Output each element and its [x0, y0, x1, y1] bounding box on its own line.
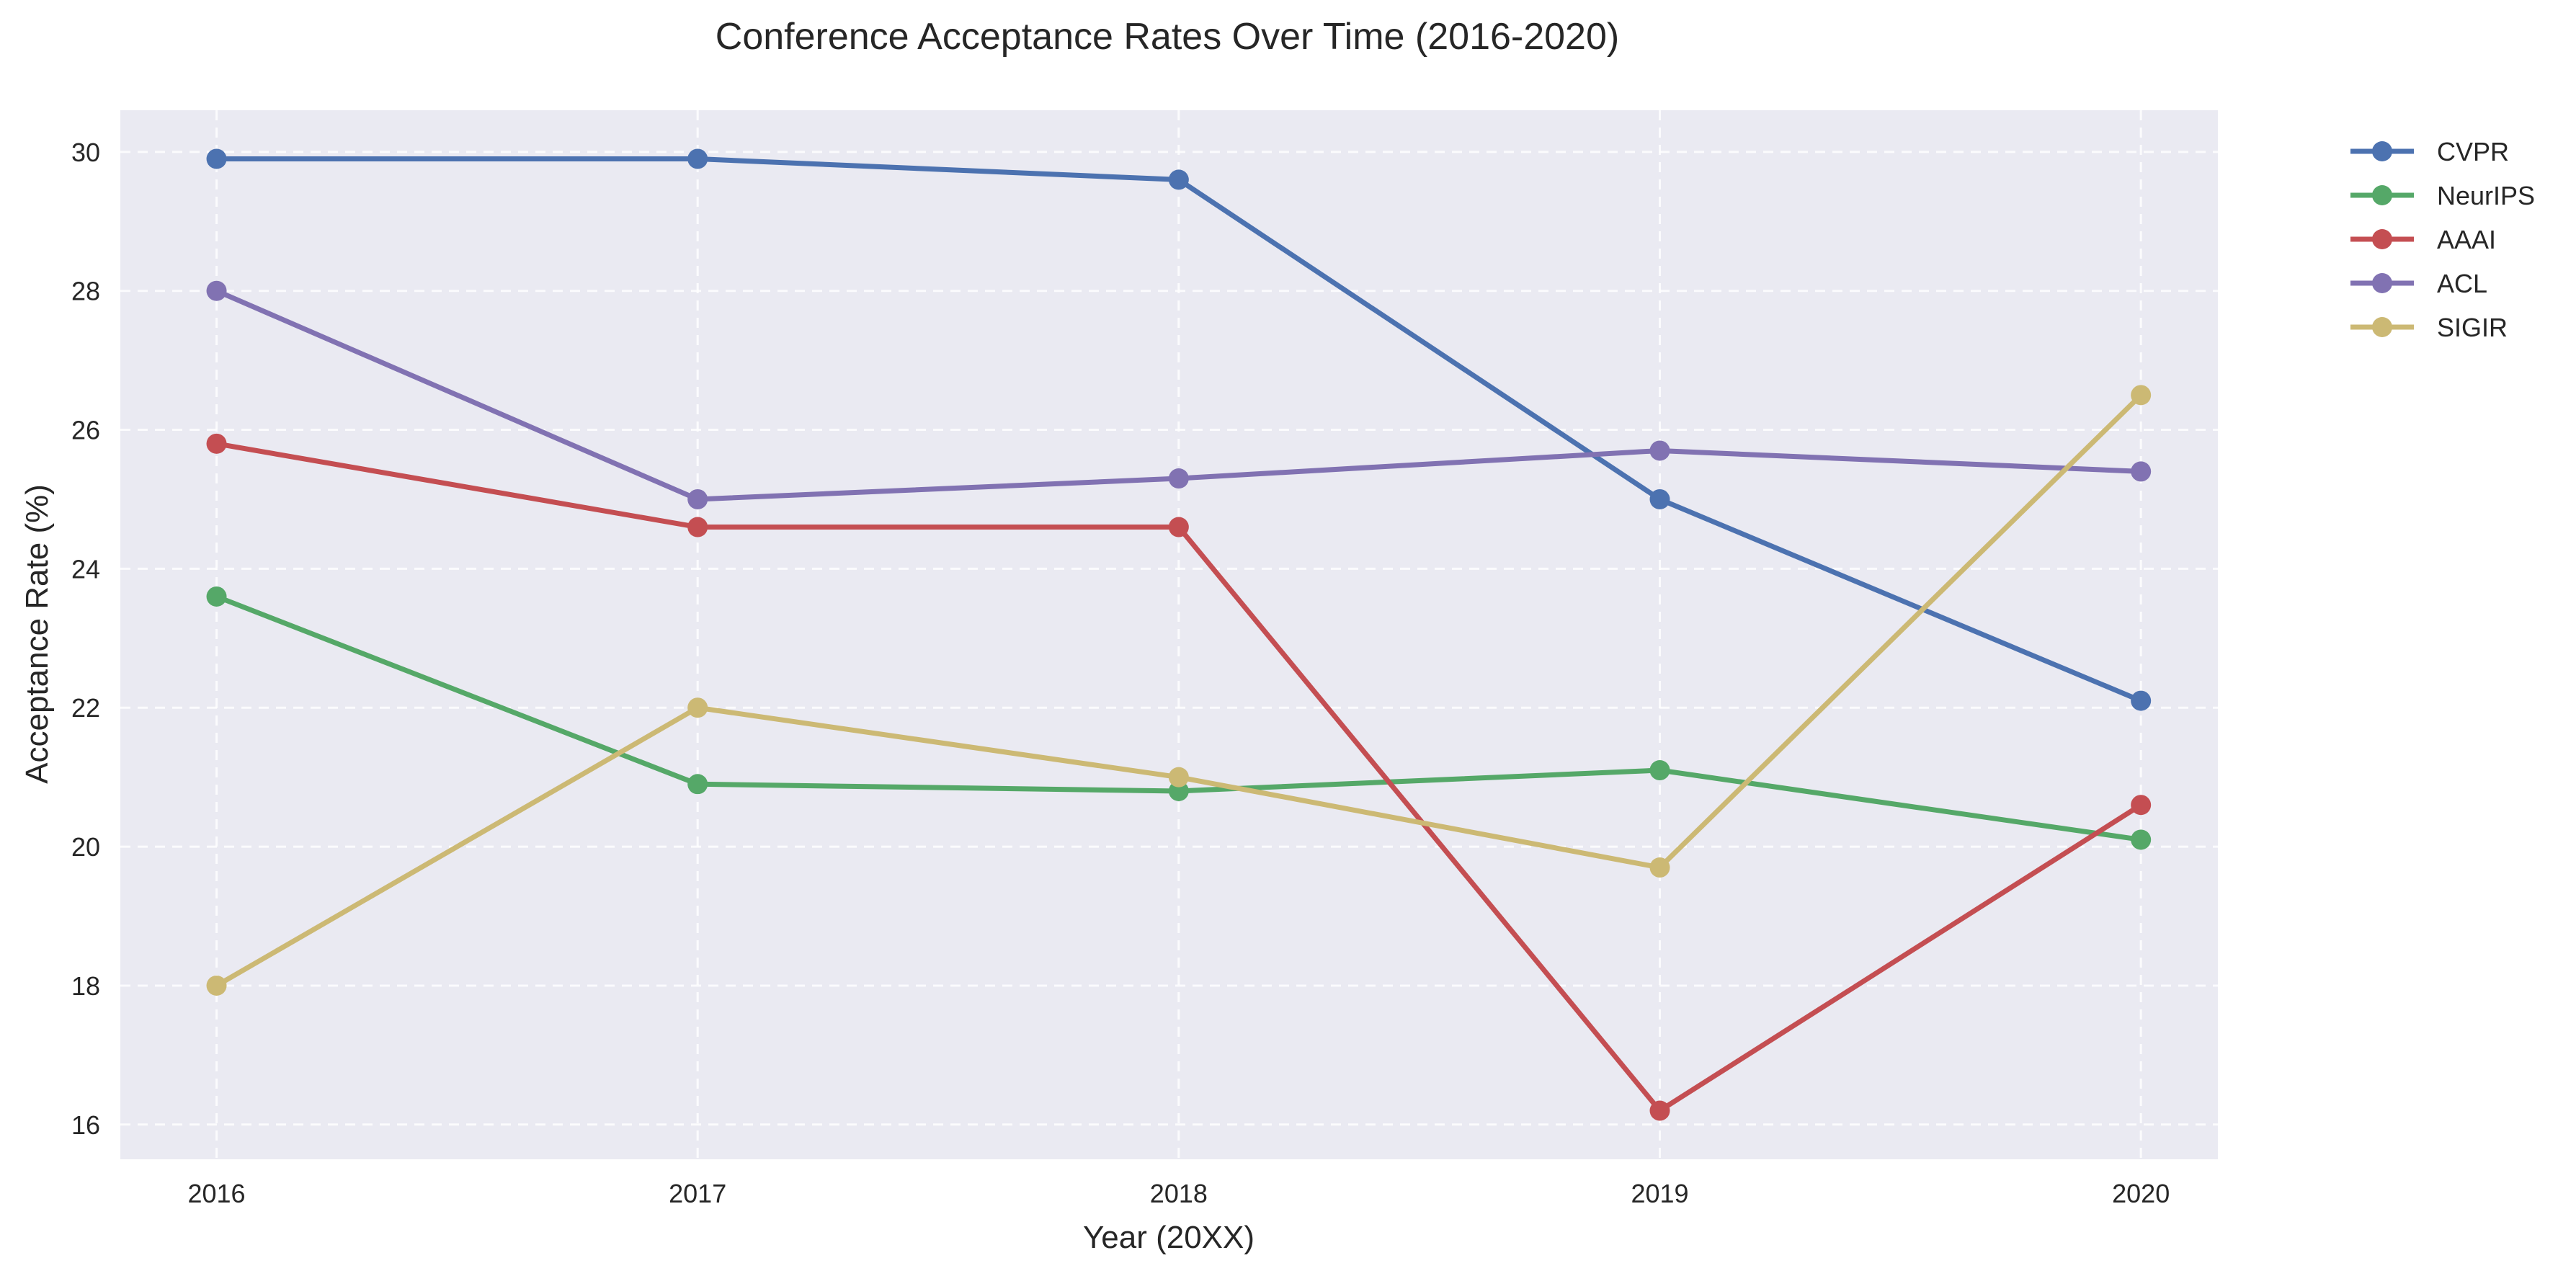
- legend-label: NeurIPS: [2437, 181, 2535, 210]
- x-tick-label: 2016: [187, 1179, 245, 1208]
- data-point-acl: [1168, 468, 1189, 489]
- data-point-cvpr: [1649, 488, 1670, 509]
- data-point-neurips: [1649, 760, 1670, 781]
- data-point-neurips: [687, 774, 708, 795]
- data-point-cvpr: [1168, 169, 1189, 190]
- legend-item-neurips: NeurIPS: [2350, 181, 2535, 210]
- legend-swatch-marker: [2372, 273, 2392, 293]
- data-point-sigir: [687, 697, 708, 718]
- y-tick-label: 24: [71, 554, 100, 584]
- legend-item-cvpr: CVPR: [2350, 137, 2509, 166]
- data-point-neurips: [206, 586, 227, 607]
- data-point-sigir: [1168, 767, 1189, 788]
- x-tick-label: 2019: [1631, 1179, 1688, 1208]
- y-tick-label: 16: [71, 1110, 100, 1140]
- data-point-aaai: [1649, 1100, 1670, 1121]
- data-point-aaai: [2131, 795, 2152, 816]
- series-aaai: [206, 433, 2152, 1121]
- series-group: [206, 148, 2152, 1121]
- series-neurips: [206, 586, 2152, 850]
- legend-label: ACL: [2437, 269, 2487, 298]
- y-tick-label: 30: [71, 138, 100, 167]
- data-point-neurips: [1168, 780, 1189, 801]
- legend-label: CVPR: [2437, 137, 2509, 166]
- legend-swatch-marker: [2372, 229, 2392, 249]
- plot-area: [120, 110, 2218, 1159]
- x-tick-label: 2017: [669, 1179, 726, 1208]
- data-point-cvpr: [206, 148, 227, 169]
- data-point-aaai: [687, 517, 708, 537]
- legend-swatch-marker: [2372, 185, 2392, 205]
- x-tick-label: 2018: [1150, 1179, 1208, 1208]
- data-point-neurips: [2131, 829, 2152, 850]
- data-point-acl: [1649, 440, 1670, 461]
- legend-label: AAAI: [2437, 225, 2496, 254]
- data-point-acl: [206, 280, 227, 301]
- x-axis-label: Year (20XX): [1083, 1220, 1254, 1255]
- x-tick-label: 2020: [2112, 1179, 2170, 1208]
- series-acl: [206, 280, 2152, 509]
- legend-item-sigir: SIGIR: [2350, 313, 2508, 342]
- legend-label: SIGIR: [2437, 313, 2508, 342]
- legend: CVPR NeurIPS AAAI ACL SIGIR: [2350, 137, 2535, 342]
- x-axis-ticks: 2016 2017 2018 2019 2020: [187, 1179, 2170, 1208]
- data-point-aaai: [1168, 517, 1189, 537]
- chart-title: Conference Acceptance Rates Over Time (2…: [716, 16, 1619, 58]
- series-cvpr: [206, 148, 2152, 711]
- data-point-sigir: [2131, 385, 2152, 406]
- data-point-cvpr: [2131, 690, 2152, 711]
- series-sigir: [206, 385, 2152, 996]
- y-axis-label: Acceptance Rate (%): [19, 484, 55, 784]
- y-tick-label: 18: [71, 971, 100, 1001]
- y-tick-label: 20: [71, 832, 100, 862]
- data-point-sigir: [1649, 857, 1670, 878]
- y-tick-label: 22: [71, 693, 100, 723]
- y-tick-label: 26: [71, 416, 100, 445]
- data-point-cvpr: [687, 148, 708, 169]
- data-point-sigir: [206, 975, 227, 996]
- data-point-acl: [687, 488, 708, 509]
- y-tick-label: 28: [71, 277, 100, 306]
- legend-swatch-marker: [2372, 317, 2392, 337]
- legend-swatch-marker: [2372, 141, 2392, 161]
- data-point-aaai: [206, 433, 227, 454]
- data-point-acl: [2131, 461, 2152, 482]
- legend-item-aaai: AAAI: [2350, 225, 2496, 254]
- legend-item-acl: ACL: [2350, 269, 2487, 298]
- y-axis-ticks: 16 18 20 22 24 26 28 30: [71, 138, 100, 1140]
